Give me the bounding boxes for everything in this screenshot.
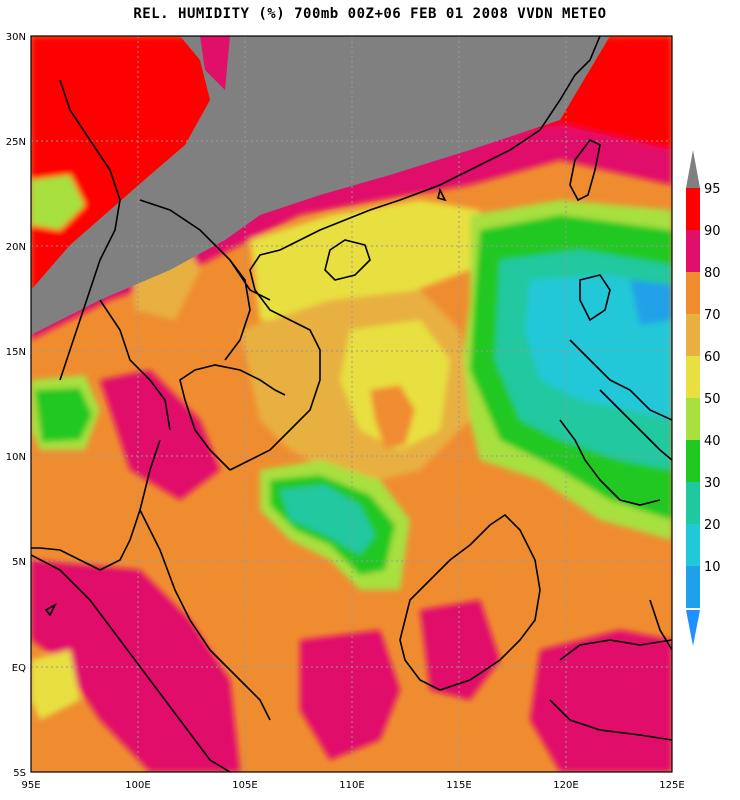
lat-tick-label: EQ [12, 663, 26, 674]
colorbar-level-label: 50 [704, 392, 721, 407]
lon-tick-label: 110E [339, 780, 364, 791]
colorbar-swatch [686, 188, 700, 230]
lon-tick-label: 100E [125, 780, 150, 791]
colorbar-level-label: 90 [704, 224, 721, 239]
lat-tick-label: 15N [6, 347, 26, 358]
colorbar-swatch [686, 440, 700, 482]
map-title: REL. HUMIDITY (%) 700mb 00Z+06 FEB 01 20… [133, 6, 607, 22]
lat-tick-label: 30N [6, 32, 26, 43]
coastlines [31, 36, 672, 772]
colorbar-level-label: 95 [704, 182, 721, 197]
lat-tick-label: 5N [12, 557, 26, 568]
colorbar-swatch [686, 230, 700, 272]
lat-tick-label: 5S [13, 768, 26, 779]
colorbar-level-label: 70 [704, 308, 721, 323]
colorbar-bottom-arrow [686, 610, 700, 646]
colorbar-swatch [686, 566, 700, 608]
lat-lon-grid [31, 36, 672, 772]
colorbar-level-label: 80 [704, 266, 721, 281]
lon-tick-label: 105E [232, 780, 257, 791]
colorbar-level-label: 10 [704, 560, 721, 575]
colorbar-swatch [686, 272, 700, 314]
colorbar-swatch [686, 314, 700, 356]
colorbar-legend: 95 90 80 70 60 50 40 30 20 10 [686, 150, 721, 646]
lat-tick-labels: 5S EQ 5N 10N 15N 20N 25N 30N [6, 32, 26, 779]
missing-data-region [31, 36, 610, 335]
colorbar-top-arrow [686, 150, 700, 188]
lon-tick-label: 125E [659, 780, 684, 791]
lon-tick-label: 95E [21, 780, 40, 791]
colorbar-level-label: 20 [704, 518, 721, 533]
colorbar-level-label: 60 [704, 350, 721, 365]
lat-tick-label: 25N [6, 137, 26, 148]
plot-frame [30, 35, 673, 773]
lon-tick-labels: 95E 100E 105E 110E 115E 120E 125E [21, 780, 684, 791]
lon-tick-label: 115E [446, 780, 471, 791]
colorbar-swatch [686, 524, 700, 566]
colorbar-level-label: 40 [704, 434, 721, 449]
colorbar-swatch [686, 398, 700, 440]
colorbar-swatch [686, 356, 700, 398]
colorbar-level-label: 30 [704, 476, 721, 491]
lon-tick-label: 120E [553, 780, 578, 791]
humidity-field [31, 36, 672, 772]
lat-tick-label: 10N [6, 452, 26, 463]
colorbar-swatch [686, 482, 700, 524]
lat-tick-label: 20N [6, 242, 26, 253]
